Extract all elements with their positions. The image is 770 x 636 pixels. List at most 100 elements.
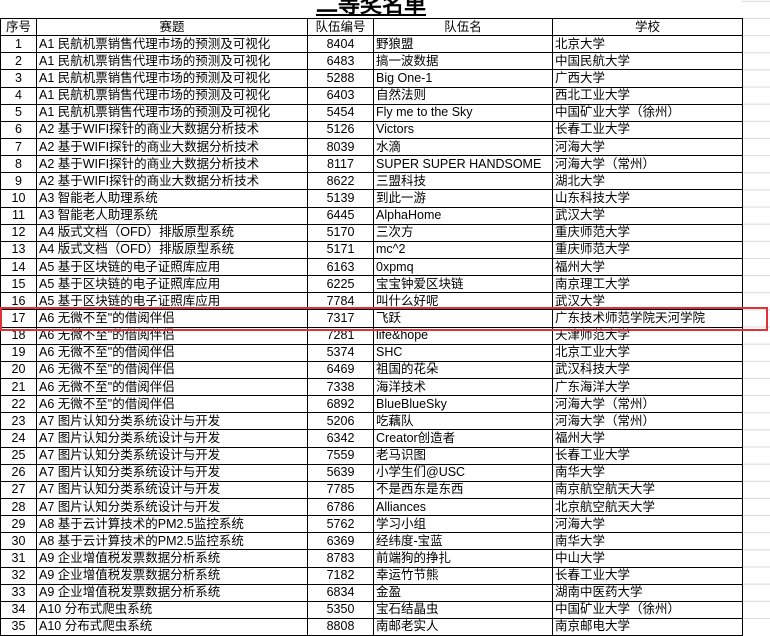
topic-cell[interactable]: A9 企业增值税发票数据分析系统 xyxy=(36,583,308,602)
school-cell[interactable]: 福州大学 xyxy=(552,429,743,448)
school-cell[interactable]: 武汉大学 xyxy=(552,206,743,225)
topic-cell[interactable]: A6 无微不至"的借阅伴侣 xyxy=(36,343,308,362)
team-id-header[interactable]: 队伍编号 xyxy=(307,17,374,37)
school-header[interactable]: 学校 xyxy=(552,17,743,37)
school-cell[interactable]: 北京大学 xyxy=(552,35,743,54)
team-id-cell[interactable]: 5288 xyxy=(307,69,374,88)
team-name-cell[interactable]: 幸运竹节熊 xyxy=(373,566,553,585)
topic-cell[interactable]: A1 民航机票销售代理市场的预测及可视化 xyxy=(36,103,308,122)
team-id-cell[interactable]: 6892 xyxy=(307,395,374,414)
team-id-cell[interactable]: 6483 xyxy=(307,52,374,71)
serial-cell[interactable]: 11 xyxy=(0,206,37,225)
topic-cell[interactable]: A3 智能老人助理系统 xyxy=(36,189,308,208)
team-name-cell[interactable]: Alliances xyxy=(373,497,553,517)
school-cell[interactable]: 武汉科技大学 xyxy=(552,360,743,379)
topic-cell[interactable]: A5 基于区块链的电子证照库应用 xyxy=(36,257,308,277)
team-id-cell[interactable]: 8808 xyxy=(307,617,374,636)
serial-cell[interactable]: 22 xyxy=(0,395,37,414)
team-name-cell[interactable]: Big One-1 xyxy=(373,69,553,88)
serial-cell[interactable]: 19 xyxy=(0,343,37,362)
team-id-cell[interactable]: 8622 xyxy=(307,172,374,191)
team-id-cell[interactable]: 5170 xyxy=(307,223,374,242)
serial-cell[interactable]: 6 xyxy=(0,120,37,139)
topic-cell[interactable]: A2 基于WIFI探针的商业大数据分析技术 xyxy=(36,120,308,139)
school-cell[interactable]: 中国矿业大学（徐州） xyxy=(552,103,743,122)
team-name-cell[interactable]: 前端狗的挣扎 xyxy=(373,549,553,568)
team-id-cell[interactable]: 5374 xyxy=(307,343,374,362)
topic-cell[interactable]: A2 基于WIFI探针的商业大数据分析技术 xyxy=(36,137,308,157)
team-id-cell[interactable]: 6445 xyxy=(307,206,374,225)
serial-cell[interactable]: 24 xyxy=(0,429,37,448)
topic-cell[interactable]: A3 智能老人助理系统 xyxy=(36,206,308,225)
topic-cell[interactable]: A6 无微不至"的借阅伴侣 xyxy=(36,395,308,414)
serial-cell[interactable]: 8 xyxy=(0,155,37,174)
topic-cell[interactable]: A7 图片认知分类系统设计与开发 xyxy=(36,497,308,517)
team-name-cell[interactable]: 金盈 xyxy=(373,583,553,602)
school-cell[interactable]: 湖南中医药大学 xyxy=(552,583,743,602)
team-id-cell[interactable]: 6369 xyxy=(307,532,374,551)
team-id-cell[interactable]: 7281 xyxy=(307,326,374,345)
serial-cell[interactable]: 16 xyxy=(0,292,37,311)
serial-cell[interactable]: 33 xyxy=(0,583,37,602)
serial-cell[interactable]: 13 xyxy=(0,240,37,259)
team-id-cell[interactable]: 5171 xyxy=(307,240,374,259)
serial-cell[interactable]: 4 xyxy=(0,86,37,105)
team-name-cell[interactable]: life&hope xyxy=(373,326,553,345)
topic-cell[interactable]: A1 民航机票销售代理市场的预测及可视化 xyxy=(36,86,308,105)
team-name-cell[interactable]: 三次方 xyxy=(373,223,553,242)
school-cell[interactable]: 南华大学 xyxy=(552,463,743,482)
serial-cell[interactable]: 12 xyxy=(0,223,37,242)
serial-cell[interactable]: 27 xyxy=(0,480,37,499)
team-id-cell[interactable]: 6403 xyxy=(307,86,374,105)
topic-cell[interactable]: A10 分布式爬虫系统 xyxy=(36,600,308,619)
team-name-cell[interactable]: 宝宝钟爱区块链 xyxy=(373,275,553,294)
school-cell[interactable]: 南京航空航天大学 xyxy=(552,480,743,499)
school-cell[interactable]: 北京工业大学 xyxy=(552,343,743,362)
topic-cell[interactable]: A7 图片认知分类系统设计与开发 xyxy=(36,463,308,482)
topic-header[interactable]: 赛题 xyxy=(36,17,308,37)
topic-cell[interactable]: A7 图片认知分类系统设计与开发 xyxy=(36,429,308,448)
topic-cell[interactable]: A5 基于区块链的电子证照库应用 xyxy=(36,275,308,294)
team-id-cell[interactable]: 6786 xyxy=(307,497,374,517)
school-cell[interactable]: 中国民航大学 xyxy=(552,52,743,71)
serial-cell[interactable]: 15 xyxy=(0,275,37,294)
school-cell[interactable]: 河海大学（常州） xyxy=(552,395,743,414)
team-name-cell[interactable]: 学习小组 xyxy=(373,515,553,534)
topic-cell[interactable]: A7 图片认知分类系统设计与开发 xyxy=(36,480,308,499)
team-name-cell[interactable]: 飞跃 xyxy=(373,309,553,328)
topic-cell[interactable]: A9 企业增值税发票数据分析系统 xyxy=(36,566,308,585)
team-id-cell[interactable]: 5454 xyxy=(307,103,374,122)
topic-cell[interactable]: A8 基于云计算技术的PM2.5监控系统 xyxy=(36,532,308,551)
serial-cell[interactable]: 30 xyxy=(0,532,37,551)
team-id-cell[interactable]: 6834 xyxy=(307,583,374,602)
team-id-cell[interactable]: 7559 xyxy=(307,446,374,465)
team-id-cell[interactable]: 6342 xyxy=(307,429,374,448)
serial-cell[interactable]: 9 xyxy=(0,172,37,191)
school-cell[interactable]: 北京航空航天大学 xyxy=(552,497,743,517)
serial-cell[interactable]: 26 xyxy=(0,463,37,482)
serial-cell[interactable]: 7 xyxy=(0,137,37,157)
school-cell[interactable]: 山东科技大学 xyxy=(552,189,743,208)
school-cell[interactable]: 南京理工大学 xyxy=(552,275,743,294)
serial-cell[interactable]: 18 xyxy=(0,326,37,345)
serial-cell[interactable]: 5 xyxy=(0,103,37,122)
school-cell[interactable]: 重庆师范大学 xyxy=(552,240,743,259)
team-name-cell[interactable]: 老马识图 xyxy=(373,446,553,465)
team-id-cell[interactable]: 7784 xyxy=(307,292,374,311)
topic-cell[interactable]: A7 图片认知分类系统设计与开发 xyxy=(36,412,308,431)
topic-cell[interactable]: A1 民航机票销售代理市场的预测及可视化 xyxy=(36,52,308,71)
team-id-cell[interactable]: 7317 xyxy=(307,309,374,328)
serial-cell[interactable]: 1 xyxy=(0,35,37,54)
serial-header[interactable]: 序号 xyxy=(0,17,37,37)
topic-cell[interactable]: A6 无微不至"的借阅伴侣 xyxy=(36,326,308,345)
school-cell[interactable]: 中国矿业大学（徐州） xyxy=(552,600,743,619)
topic-cell[interactable]: A6 无微不至"的借阅伴侣 xyxy=(36,360,308,379)
team-name-cell[interactable]: 经纬度-宝蓝 xyxy=(373,532,553,551)
team-id-cell[interactable]: 7338 xyxy=(307,377,374,397)
serial-cell[interactable]: 28 xyxy=(0,497,37,517)
team-id-cell[interactable]: 8117 xyxy=(307,155,374,174)
team-id-cell[interactable]: 5639 xyxy=(307,463,374,482)
school-cell[interactable]: 中山大学 xyxy=(552,549,743,568)
serial-cell[interactable]: 25 xyxy=(0,446,37,465)
serial-cell[interactable]: 20 xyxy=(0,360,37,379)
